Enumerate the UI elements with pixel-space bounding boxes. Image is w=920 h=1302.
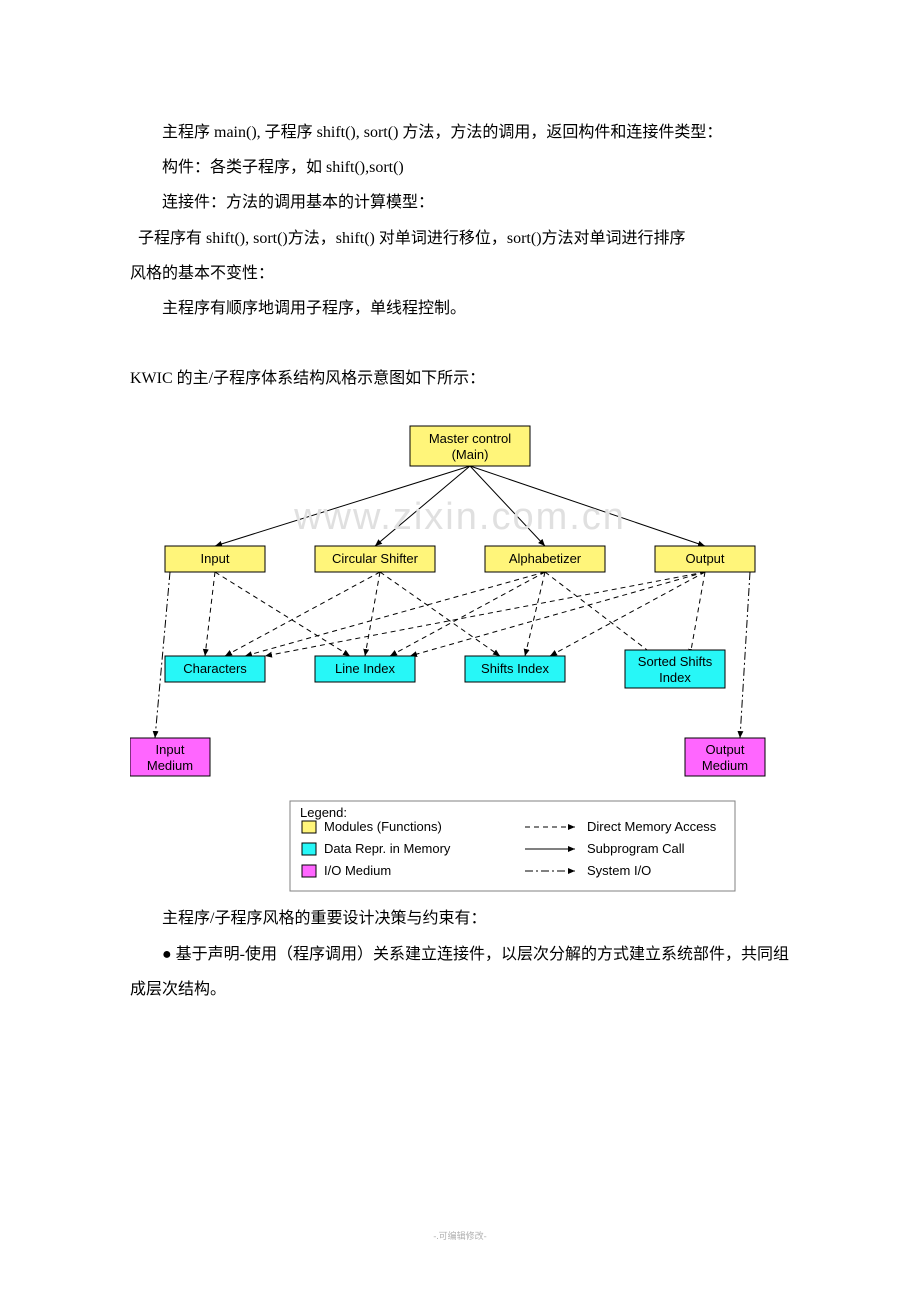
paragraph: 主程序有顺序地调用子程序，单线程控制。 <box>130 291 790 326</box>
svg-text:Alphabetizer: Alphabetizer <box>509 551 582 566</box>
svg-text:Medium: Medium <box>147 758 193 773</box>
svg-text:Shifts Index: Shifts Index <box>481 661 549 676</box>
svg-text:Line Index: Line Index <box>335 661 395 676</box>
paragraph: 风格的基本不变性： <box>130 256 790 291</box>
svg-text:I/O Medium: I/O Medium <box>324 863 391 878</box>
svg-text:Input: Input <box>201 551 230 566</box>
svg-text:Data Repr. in Memory: Data Repr. in Memory <box>324 841 451 856</box>
paragraph: 构件：各类子程序，如 shift(),sort() <box>130 150 790 185</box>
svg-text:(Main): (Main) <box>452 447 489 462</box>
svg-text:Legend:: Legend: <box>300 805 347 820</box>
svg-text:System I/O: System I/O <box>587 863 651 878</box>
document-body: 主程序 main(), 子程序 shift(), sort() 方法，方法的调用… <box>0 0 920 1007</box>
svg-text:Modules (Functions): Modules (Functions) <box>324 819 442 834</box>
diagram-svg: Master control(Main) Input Circular Shifte… <box>130 416 790 896</box>
paragraph: 主程序/子程序风格的重要设计决策与约束有： <box>130 901 790 936</box>
svg-text:Direct Memory Access: Direct Memory Access <box>587 819 717 834</box>
paragraph: 连接件：方法的调用基本的计算模型： <box>130 185 790 220</box>
paragraph: 子程序有 shift(), sort()方法，shift() 对单词进行移位，s… <box>130 221 790 256</box>
svg-text:Master control: Master control <box>429 431 511 446</box>
paragraph: KWIC 的主/子程序体系结构风格示意图如下所示： <box>130 361 790 396</box>
svg-text:Index: Index <box>659 670 691 685</box>
svg-text:Output: Output <box>685 551 724 566</box>
page-footer: -.可编辑修改- <box>0 1229 920 1242</box>
svg-text:Circular Shifter: Circular Shifter <box>332 551 419 566</box>
svg-text:Subprogram Call: Subprogram Call <box>587 841 685 856</box>
paragraph: 主程序 main(), 子程序 shift(), sort() 方法，方法的调用… <box>130 115 790 150</box>
svg-text:Sorted Shifts: Sorted Shifts <box>638 654 713 669</box>
svg-text:Input: Input <box>156 742 185 757</box>
paragraph: ● 基于声明-使用（程序调用）关系建立连接件，以层次分解的方式建立系统部件，共同… <box>130 937 790 1007</box>
svg-text:Characters: Characters <box>183 661 247 676</box>
svg-text:Output: Output <box>705 742 744 757</box>
kwic-diagram: www.zixin.com.cn Master control(Main)Inp… <box>130 416 790 901</box>
svg-text:Medium: Medium <box>702 758 748 773</box>
